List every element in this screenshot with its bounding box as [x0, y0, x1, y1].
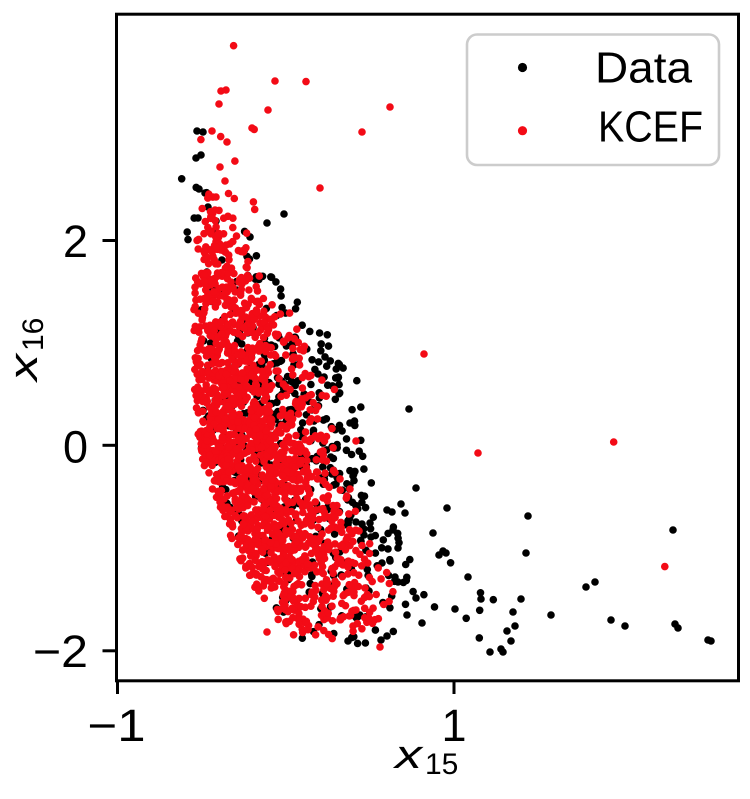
svg-text:2: 2: [63, 216, 88, 267]
svg-text:KCEF: KCEF: [598, 103, 703, 152]
svg-text:x: x: [2, 351, 46, 383]
svg-text:Data: Data: [595, 44, 693, 93]
svg-text:16: 16: [17, 318, 50, 351]
svg-text:15: 15: [425, 748, 458, 781]
svg-text:−1: −1: [88, 700, 146, 751]
svg-text:0: 0: [63, 421, 88, 472]
svg-text:x: x: [392, 733, 424, 777]
svg-text:−2: −2: [33, 626, 88, 677]
svg-text:1: 1: [441, 700, 466, 751]
